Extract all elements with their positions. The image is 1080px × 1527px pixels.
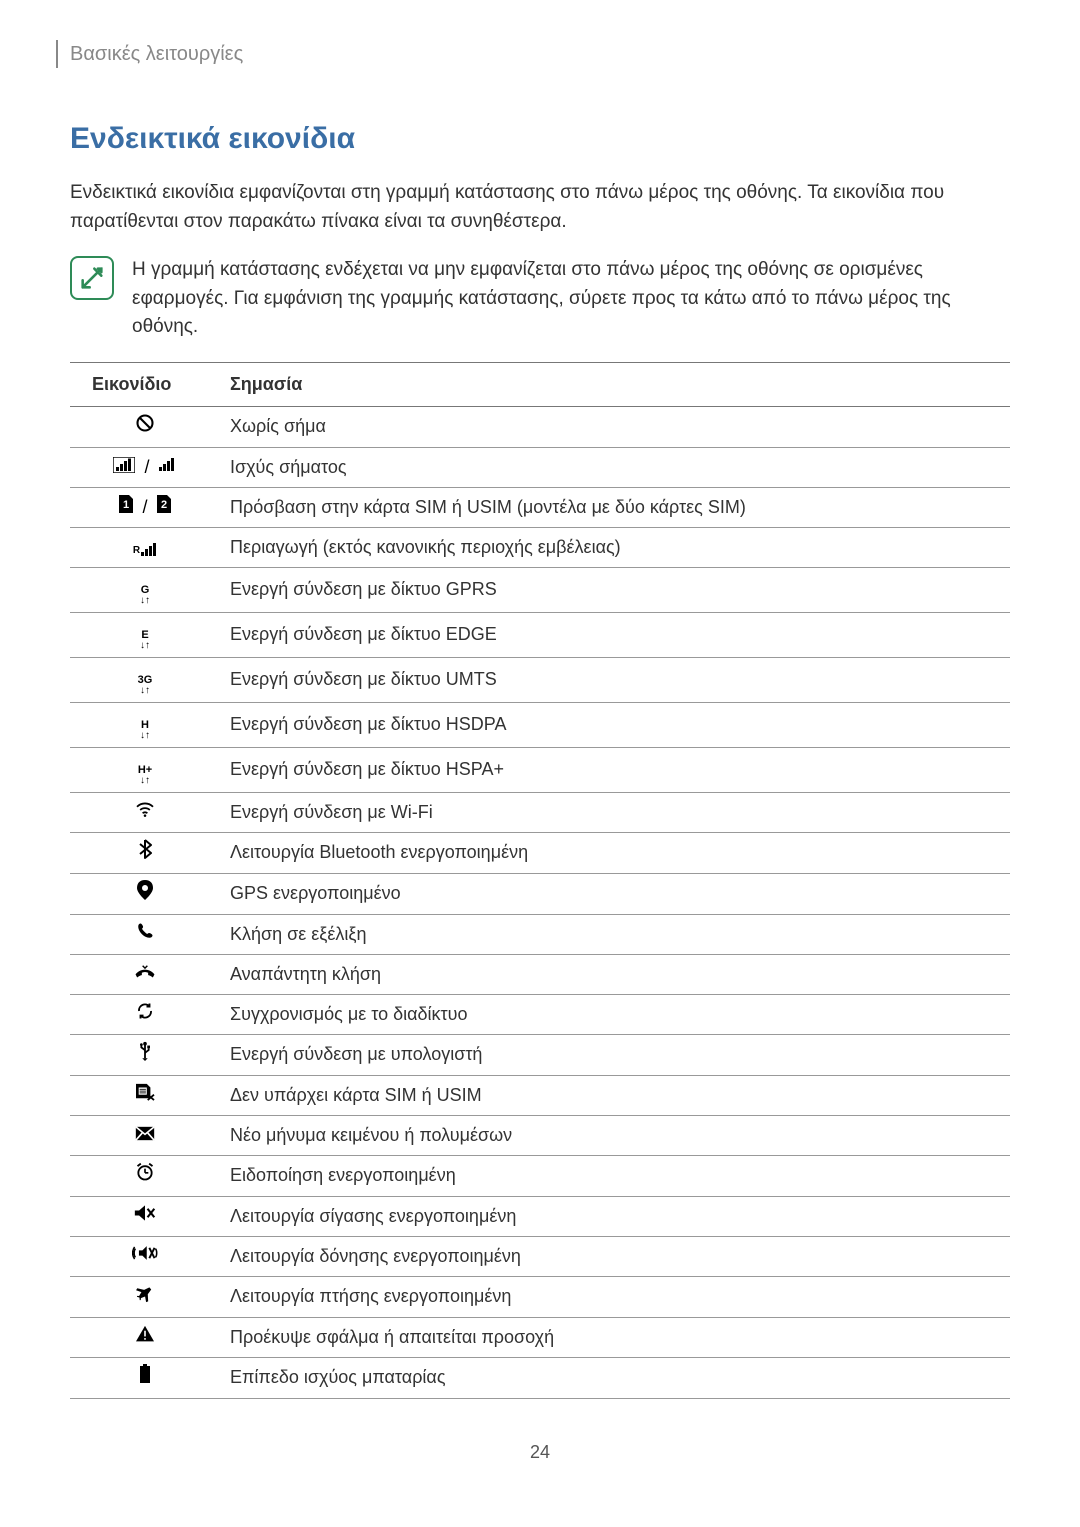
usb-icon	[70, 1034, 220, 1075]
table-header-meaning: Σημασία	[220, 362, 1010, 406]
edge-icon: E↓↑	[70, 612, 220, 657]
no-signal-icon	[70, 406, 220, 447]
umts-icon: 3G↓↑	[70, 657, 220, 702]
table-cell-meaning: Ενεργή σύνδεση με δίκτυο HSDPA	[220, 702, 1010, 747]
table-cell-meaning: GPS ενεργοποιημένο	[220, 873, 1010, 914]
gps-icon	[70, 873, 220, 914]
table-row: G↓↑ Ενεργή σύνδεση με δίκτυο GPRS	[70, 567, 1010, 612]
note-icon	[70, 256, 114, 300]
table-cell-meaning: Συγχρονισμός με το διαδίκτυο	[220, 994, 1010, 1034]
table-row: Αναπάντητη κλήση	[70, 954, 1010, 994]
message-icon	[70, 1115, 220, 1155]
table-cell-meaning: Δεν υπάρχει κάρτα SIM ή USIM	[220, 1075, 1010, 1115]
bluetooth-icon	[70, 832, 220, 873]
table-row: Ενεργή σύνδεση με Wi-Fi	[70, 792, 1010, 832]
table-cell-meaning: Λειτουργία δόνησης ενεργοποιημένη	[220, 1236, 1010, 1276]
table-header-icon: Εικονίδιο	[70, 362, 220, 406]
missed-call-icon	[70, 954, 220, 994]
gprs-icon: G↓↑	[70, 567, 220, 612]
table-row: 1 / 2 Πρόσβαση στην κάρτα SIM ή USIM (μο…	[70, 487, 1010, 527]
intro-text: Ενδεικτικά εικονίδια εμφανίζονται στη γρ…	[70, 179, 1010, 236]
hspa-plus-icon: H+↓↑	[70, 747, 220, 792]
table-row: Επίπεδο ισχύος μπαταρίας	[70, 1357, 1010, 1398]
table-cell-meaning: Νέο μήνυμα κειμένου ή πολυμέσων	[220, 1115, 1010, 1155]
sync-icon	[70, 994, 220, 1034]
table-row: Χωρίς σήμα	[70, 406, 1010, 447]
wifi-icon	[70, 792, 220, 832]
table-row: Λειτουργία πτήσης ενεργοποιημένη	[70, 1276, 1010, 1317]
table-cell-meaning: Λειτουργία πτήσης ενεργοποιημένη	[220, 1276, 1010, 1317]
table-cell-meaning: Κλήση σε εξέλιξη	[220, 914, 1010, 954]
table-cell-meaning: Επίπεδο ισχύος μπαταρίας	[220, 1357, 1010, 1398]
table-row: Νέο μήνυμα κειμένου ή πολυμέσων	[70, 1115, 1010, 1155]
table-cell-meaning: Πρόσβαση στην κάρτα SIM ή USIM (μοντέλα …	[220, 487, 1010, 527]
signal-strength-icon: /	[70, 447, 220, 487]
table-cell-meaning: Περιαγωγή (εκτός κανονικής περιοχής εμβέ…	[220, 527, 1010, 567]
airplane-icon	[70, 1276, 220, 1317]
table-row: GPS ενεργοποιημένο	[70, 873, 1010, 914]
table-cell-meaning: Χωρίς σήμα	[220, 406, 1010, 447]
table-cell-meaning: Ενεργή σύνδεση με δίκτυο HSPA+	[220, 747, 1010, 792]
note-block: Η γραμμή κατάστασης ενδέχεται να μην εμφ…	[70, 256, 1010, 342]
table-cell-meaning: Ενεργή σύνδεση με Wi-Fi	[220, 792, 1010, 832]
table-cell-meaning: Λειτουργία σίγασης ενεργοποιημένη	[220, 1196, 1010, 1236]
table-row: Λειτουργία δόνησης ενεργοποιημένη	[70, 1236, 1010, 1276]
table-cell-meaning: Λειτουργία Bluetooth ενεργοποιημένη	[220, 832, 1010, 873]
hsdpa-icon: H↓↑	[70, 702, 220, 747]
table-cell-meaning: Ενεργή σύνδεση με υπολογιστή	[220, 1034, 1010, 1075]
table-row: H↓↑ Ενεργή σύνδεση με δίκτυο HSDPA	[70, 702, 1010, 747]
table-row: H+↓↑ Ενεργή σύνδεση με δίκτυο HSPA+	[70, 747, 1010, 792]
table-row: Κλήση σε εξέλιξη	[70, 914, 1010, 954]
alarm-icon	[70, 1155, 220, 1196]
error-icon	[70, 1317, 220, 1357]
table-cell-meaning: Αναπάντητη κλήση	[220, 954, 1010, 994]
table-row: Προέκυψε σφάλμα ή απαιτείται προσοχή	[70, 1317, 1010, 1357]
table-row: E↓↑ Ενεργή σύνδεση με δίκτυο EDGE	[70, 612, 1010, 657]
table-row: Συγχρονισμός με το διαδίκτυο	[70, 994, 1010, 1034]
sim-1-2-icon: 1 / 2	[70, 487, 220, 527]
table-cell-meaning: Προέκυψε σφάλμα ή απαιτείται προσοχή	[220, 1317, 1010, 1357]
table-cell-meaning: Ισχύς σήματος	[220, 447, 1010, 487]
table-row: Δεν υπάρχει κάρτα SIM ή USIM	[70, 1075, 1010, 1115]
table-row: 3G↓↑ Ενεργή σύνδεση με δίκτυο UMTS	[70, 657, 1010, 702]
table-row: R Περιαγωγή (εκτός κανονικής περιοχής εμ…	[70, 527, 1010, 567]
table-row: Ενεργή σύνδεση με υπολογιστή	[70, 1034, 1010, 1075]
table-cell-meaning: Ενεργή σύνδεση με δίκτυο EDGE	[220, 612, 1010, 657]
icons-table: Εικονίδιο Σημασία Χωρίς σήμα / Ισχύς σήμ…	[70, 362, 1010, 1399]
svg-text:1: 1	[123, 499, 129, 511]
mute-icon	[70, 1196, 220, 1236]
vibrate-icon	[70, 1236, 220, 1276]
battery-icon	[70, 1357, 220, 1398]
page-title: Ενδεικτικά εικονίδια	[70, 116, 1010, 161]
table-cell-meaning: Ενεργή σύνδεση με δίκτυο UMTS	[220, 657, 1010, 702]
call-icon	[70, 914, 220, 954]
table-cell-meaning: Ειδοποίηση ενεργοποιημένη	[220, 1155, 1010, 1196]
note-text: Η γραμμή κατάστασης ενδέχεται να μην εμφ…	[132, 256, 1010, 342]
table-row: Λειτουργία σίγασης ενεργοποιημένη	[70, 1196, 1010, 1236]
no-sim-icon	[70, 1075, 220, 1115]
svg-text:2: 2	[160, 499, 166, 511]
page-number: 24	[70, 1439, 1010, 1466]
table-row: Λειτουργία Bluetooth ενεργοποιημένη	[70, 832, 1010, 873]
breadcrumb: Βασικές λειτουργίες	[56, 40, 1010, 68]
table-cell-meaning: Ενεργή σύνδεση με δίκτυο GPRS	[220, 567, 1010, 612]
table-row: / Ισχύς σήματος	[70, 447, 1010, 487]
table-row: Ειδοποίηση ενεργοποιημένη	[70, 1155, 1010, 1196]
roaming-icon: R	[70, 527, 220, 567]
